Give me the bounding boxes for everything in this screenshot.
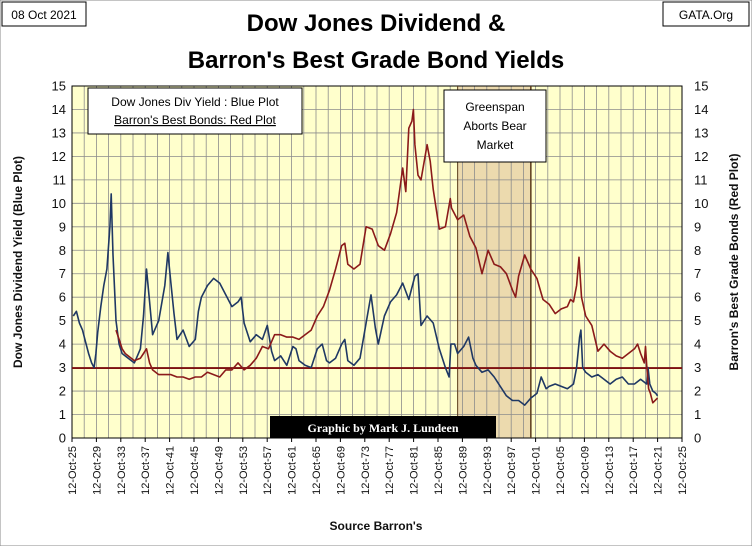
credit-text: Graphic by Mark J. Lundeen — [307, 421, 458, 435]
y-tick-left: 11 — [53, 172, 67, 187]
x-tick-label: 12-Oct-09 — [579, 446, 591, 495]
y-tick-left: 1 — [59, 407, 66, 422]
y-tick-right: 14 — [694, 102, 708, 117]
legend-line-red: Barron's Best Bonds: Red Plot — [114, 113, 276, 127]
x-tick-label: 12-Oct-85 — [433, 446, 445, 495]
x-tick-label: 12-Oct-01 — [531, 446, 543, 495]
source-tag-box — [662, 1, 750, 27]
y-tick-left: 14 — [52, 102, 66, 117]
y-tick-right: 4 — [694, 337, 701, 352]
y-tick-right: 3 — [694, 360, 701, 375]
annotation-line-3: Market — [477, 138, 514, 152]
y-tick-left: 9 — [59, 219, 66, 234]
x-tick-label: 12-Oct-17 — [628, 446, 640, 495]
y-axis-right-title: Barron's Best Grade Bonds (Red Plot) — [727, 154, 741, 371]
y-tick-right: 6 — [694, 290, 701, 305]
grid-layer — [71, 85, 683, 439]
x-tick-label: 12-Oct-65 — [311, 446, 323, 495]
y-tick-left: 12 — [52, 149, 66, 164]
chart-title-line-2: Barron's Best Grade Bond Yields — [188, 47, 564, 74]
legend-box — [87, 87, 303, 135]
annotation-box — [443, 89, 547, 163]
y-tick-left: 10 — [52, 196, 66, 211]
x-tick-label: 12-Oct-41 — [165, 446, 177, 495]
x-tick-label: 12-Oct-05 — [555, 446, 567, 495]
y-tick-right: 10 — [694, 196, 708, 211]
y-tick-left: 13 — [52, 125, 66, 140]
y-tick-left: 8 — [59, 243, 66, 258]
y-tick-right: 12 — [694, 149, 708, 164]
y-tick-right: 11 — [694, 172, 708, 187]
series-line-dow-div-yield — [72, 193, 659, 406]
y-tick-right: 9 — [694, 219, 701, 234]
x-tick-label: 12-Oct-97 — [506, 446, 518, 495]
x-tick-label: 12-Oct-33 — [116, 446, 128, 495]
y-tick-right: 5 — [694, 313, 701, 328]
x-tick-label: 12-Oct-69 — [335, 446, 347, 495]
x-tick-label: 12-Oct-49 — [213, 446, 225, 495]
source-tag: GATA.Org — [679, 8, 733, 22]
x-tick-label: 12-Oct-53 — [238, 446, 250, 495]
annotation-line-1: Greenspan — [465, 100, 524, 114]
y-tick-right: 7 — [694, 266, 701, 281]
y-tick-left: 15 — [52, 79, 66, 94]
date-box — [1, 1, 87, 27]
x-tick-label: 12-Oct-13 — [604, 446, 616, 495]
y-tick-left: 2 — [59, 384, 66, 399]
y-tick-left: 0 — [59, 431, 66, 446]
x-tick-label: 12-Oct-57 — [262, 446, 274, 495]
x-tick-label: 12-Oct-61 — [287, 446, 299, 495]
y-tick-left: 6 — [59, 290, 66, 305]
x-tick-label: 12-Oct-21 — [653, 446, 665, 495]
series-line-barrons-bonds — [115, 108, 659, 404]
y-tick-left: 4 — [59, 337, 66, 352]
x-tick-label: 12-Oct-29 — [91, 446, 103, 495]
y-tick-left: 7 — [59, 266, 66, 281]
y-tick-right: 2 — [694, 384, 701, 399]
x-tick-label: 12-Oct-93 — [482, 446, 494, 495]
y-tick-left: 5 — [59, 313, 66, 328]
x-tick-label: 12-Oct-45 — [189, 446, 201, 495]
y-tick-right: 1 — [694, 407, 701, 422]
y-tick-right: 8 — [694, 243, 701, 258]
x-tick-label: 12-Oct-37 — [140, 446, 152, 495]
y-tick-right: 13 — [694, 125, 708, 140]
y-tick-right: 0 — [694, 431, 701, 446]
y-tick-left: 3 — [59, 360, 66, 375]
annotation-line-2: Aborts Bear — [463, 119, 526, 133]
y-tick-right: 15 — [694, 79, 708, 94]
x-tick-label: 12-Oct-77 — [384, 446, 396, 495]
x-tick-label: 12-Oct-81 — [409, 446, 421, 495]
x-axis-ticks: 12-Oct-25 12-Oct-29 12-Oct-33 12-Oct-37 12-O… — [67, 438, 689, 495]
x-tick-label: 12-Oct-25 — [677, 446, 689, 495]
legend-line-blue: Dow Jones Div Yield : Blue Plot — [111, 95, 279, 109]
x-tick-label: 12-Oct-89 — [457, 446, 469, 495]
credit-box — [270, 416, 496, 438]
x-axis-title: Source Barron's — [330, 519, 423, 533]
x-tick-label: 12-Oct-73 — [360, 446, 372, 495]
chart-title-line-1: Dow Jones Dividend & — [247, 10, 506, 37]
y-axis-left-title: Dow Jones Dividend Yield (Blue Plot) — [11, 156, 25, 368]
date-label: 08 Oct 2021 — [11, 8, 77, 22]
x-tick-label: 12-Oct-25 — [67, 446, 79, 495]
